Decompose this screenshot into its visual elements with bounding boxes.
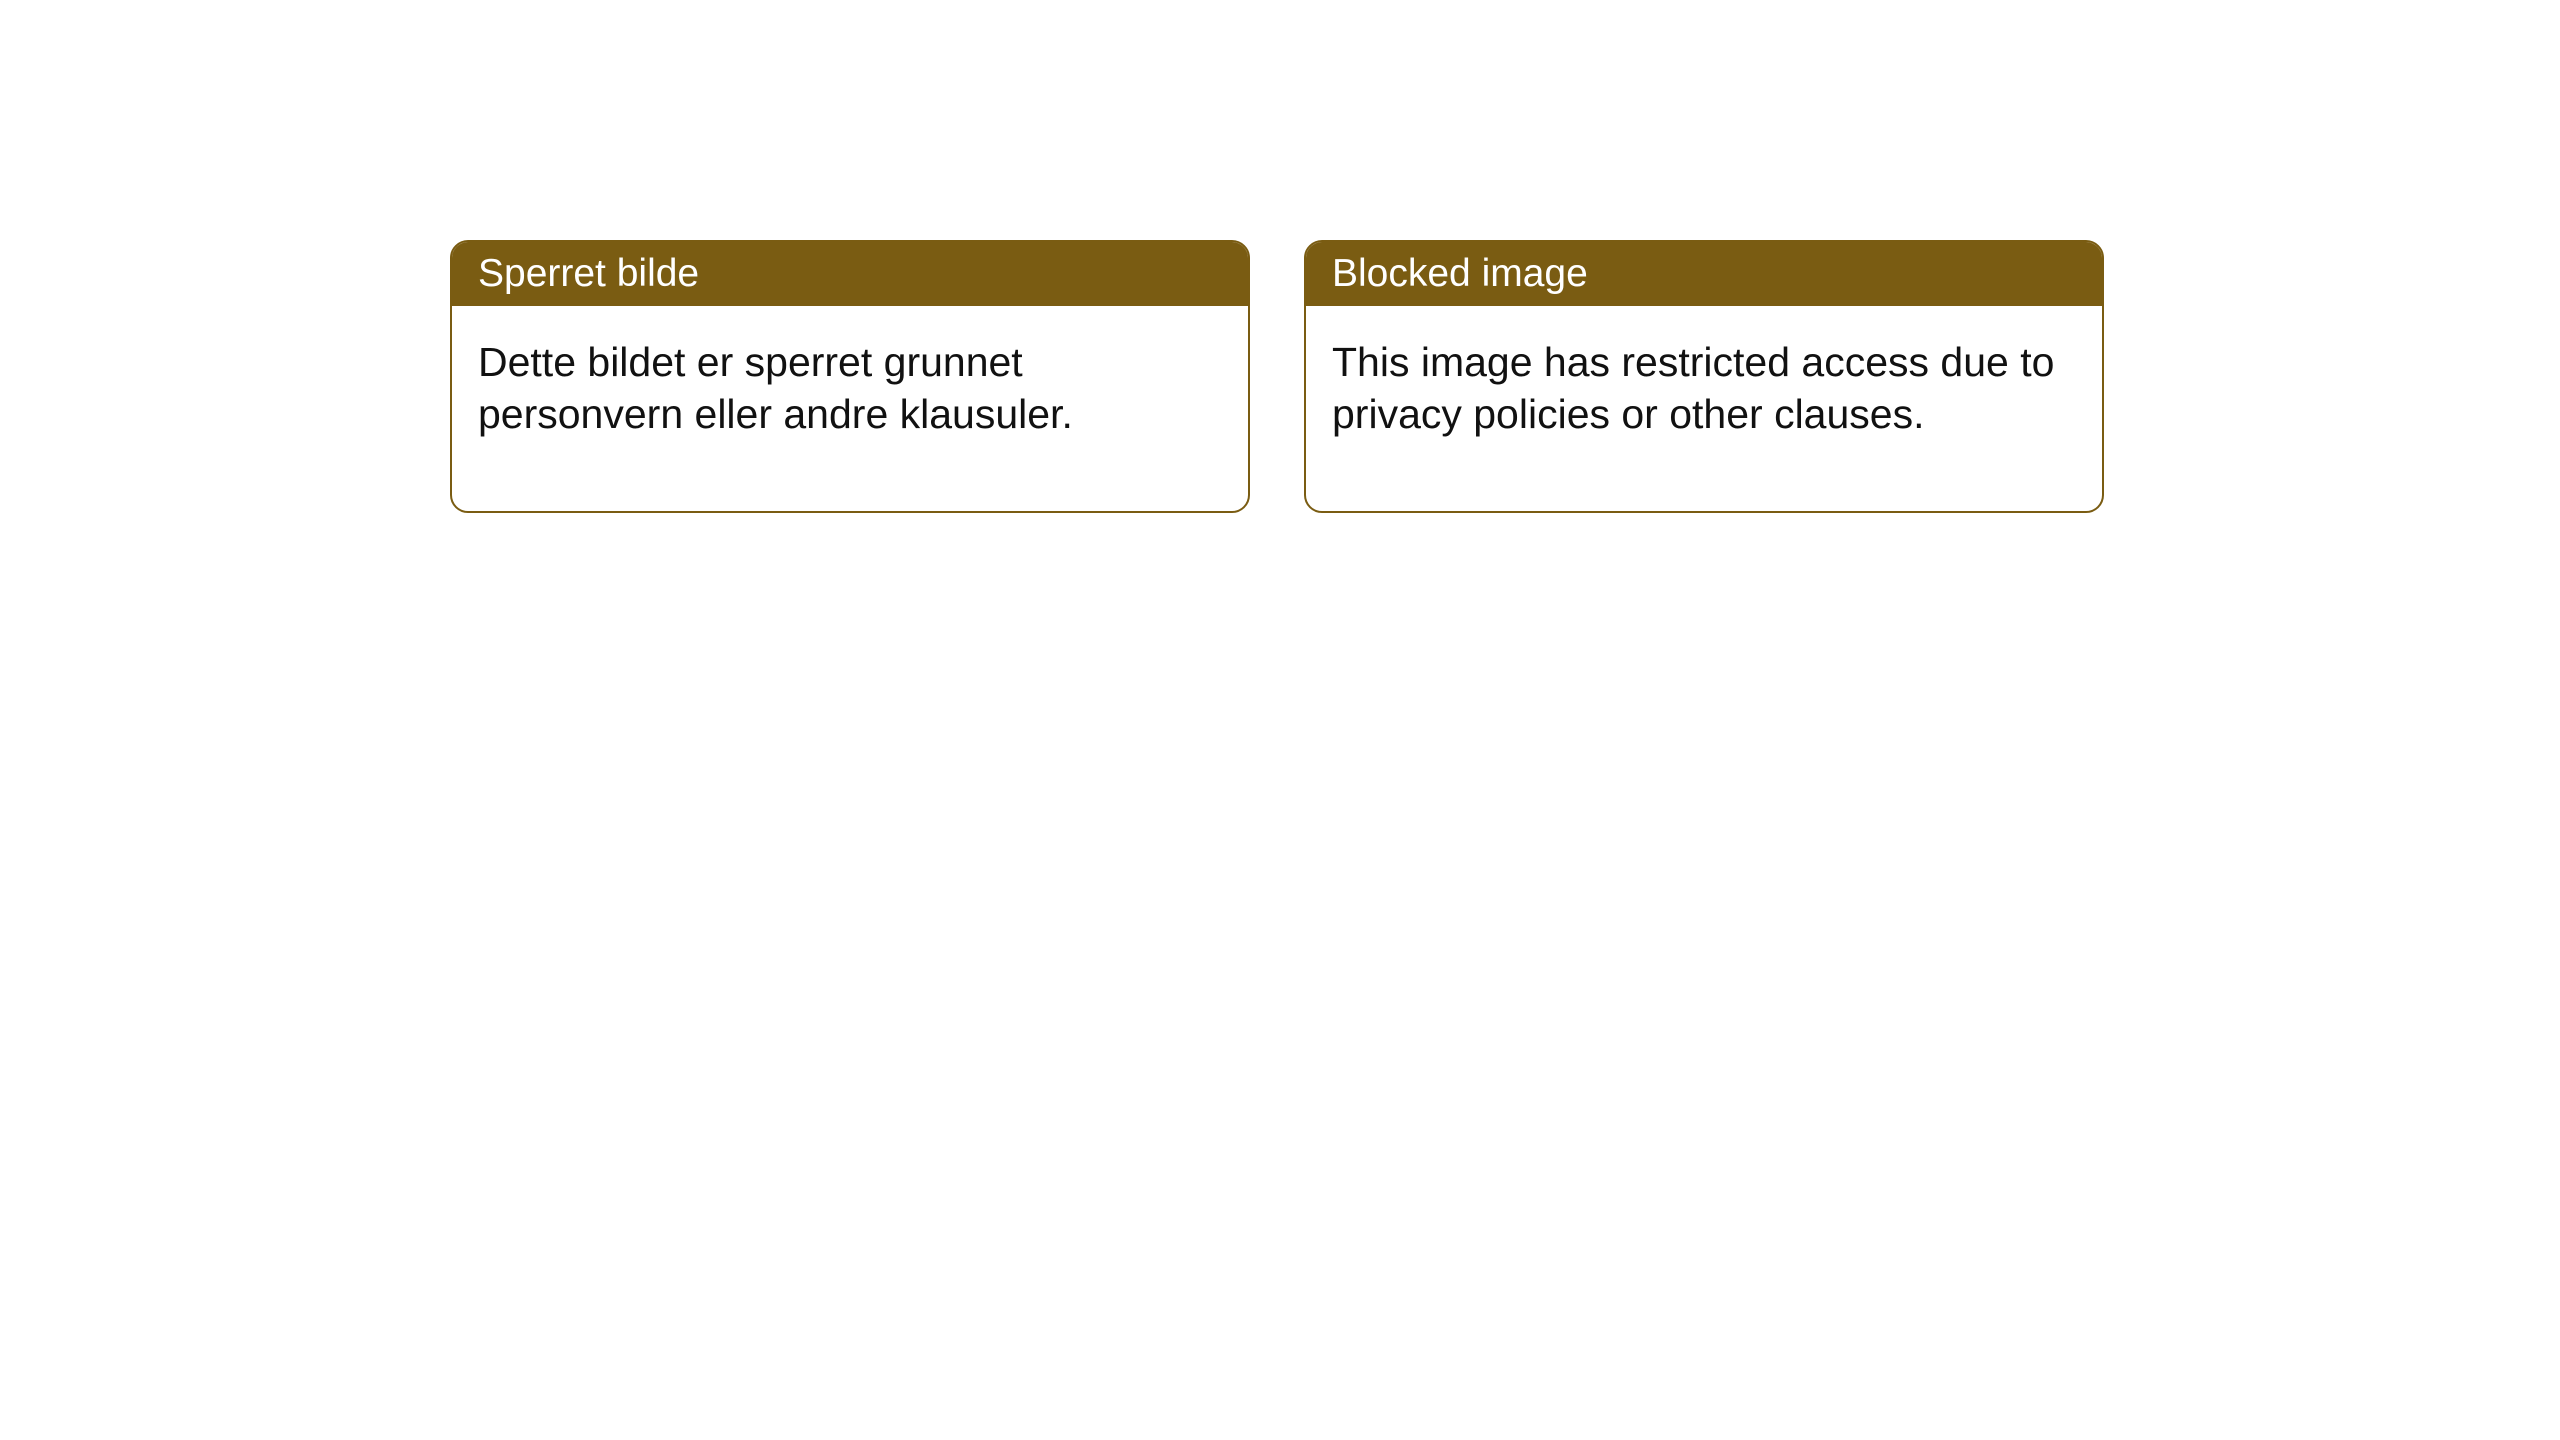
notice-box-norwegian: Sperret bilde Dette bildet er sperret gr… (450, 240, 1250, 513)
notice-box-english: Blocked image This image has restricted … (1304, 240, 2104, 513)
notices-container: Sperret bilde Dette bildet er sperret gr… (450, 240, 2104, 513)
notice-header: Sperret bilde (452, 242, 1248, 306)
notice-body: This image has restricted access due to … (1306, 306, 2102, 511)
notice-body: Dette bildet er sperret grunnet personve… (452, 306, 1248, 511)
notice-header: Blocked image (1306, 242, 2102, 306)
